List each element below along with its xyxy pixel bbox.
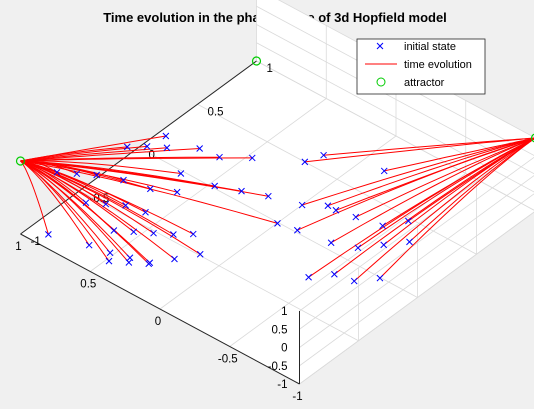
z-tick-label: 1 [281,306,287,318]
initial-state-marker [406,238,413,246]
initial-state-marker [173,188,181,196]
initial-state-marker [143,143,151,150]
initial-state-marker [196,145,204,152]
initial-state-marker [324,202,332,210]
z-tick-label: 0.5 [272,324,288,336]
grid-line [299,156,534,330]
initial-state-marker [45,231,52,238]
initial-state-marker [53,168,61,176]
legend-evolution-label: time evolution [404,59,472,71]
legend-attractor-marker [376,77,386,87]
initial-state-marker [122,202,130,209]
initial-state-marker [330,270,338,278]
z-tick-label: -0.5 [268,361,288,373]
initial-state-marker [327,239,335,247]
initial-state-marker [354,244,362,252]
y-tick-label: 1 [267,63,273,75]
initial-state-marker [301,158,309,166]
initial-state-marker [102,200,110,208]
initial-state-marker [163,144,171,152]
initial-state-marker [380,241,388,249]
initial-state-marker [105,257,113,265]
attractor-marker [251,56,262,66]
legend-initial-marker [376,42,384,50]
initial-state-marker [248,154,256,162]
x-tick-label: 1 [15,241,21,253]
initial-state-marker [85,241,93,249]
initial-state-marker [93,171,101,179]
grid-line [299,175,534,348]
initial-state-marker [120,176,127,184]
legend-attractor-label: attractor [404,77,445,89]
initial-state-marker [82,199,90,207]
initial-state-marker [196,250,204,258]
attractor-marker [530,133,534,143]
initial-state-marker [110,227,118,234]
initial-state-marker [332,206,340,214]
initial-state-marker [320,151,327,159]
attractor-marker [15,156,26,166]
initial-state-marker [170,231,177,238]
initial-state-marker [350,277,358,285]
initial-state-marker [274,220,281,227]
initial-state-marker [106,249,114,257]
initial-state-marker [379,222,386,230]
initial-state-marker [171,255,178,263]
initial-state-marker [73,170,81,178]
initial-state-marker [177,170,185,177]
initial-state-marker [238,187,245,195]
legend-initial-label: initial state [404,41,456,53]
initial-state-marker [264,192,272,200]
x-tick-label: 0 [155,316,161,328]
initial-state-marker [211,182,219,190]
x-tick-label: -1 [292,391,302,403]
x-tick-label: 0.5 [80,279,96,291]
initial-state-marker [123,143,131,151]
grid-lines [20,0,534,385]
attractor-markers [15,56,534,166]
initial-state-marker [352,213,360,221]
initial-state-marker [305,273,312,281]
initial-state-marker [130,228,138,236]
trajectory-line [20,160,201,255]
initial-state-markers [45,132,413,285]
initial-state-marker [298,201,306,209]
initial-state-marker [376,274,384,282]
x-tick-label: -0.5 [218,354,238,366]
initial-state-marker [150,229,157,237]
axis-line [20,233,300,385]
initial-state-marker [405,217,412,225]
initial-state-marker [293,226,301,234]
y-tick-label: -1 [31,236,41,248]
y-tick-label: 0.5 [208,106,224,118]
initial-state-marker [216,153,223,161]
initial-state-marker [125,259,133,266]
initial-state-marker [189,230,197,238]
initial-state-marker [146,185,154,193]
z-tick-label: 0 [281,343,287,355]
y-tick-label: 0 [149,150,155,162]
initial-state-marker [162,132,170,140]
legend[interactable]: initial state time evolution attractor [356,38,486,95]
initial-state-marker [142,208,149,216]
initial-state-marker [145,260,153,268]
grid-line [256,60,534,211]
initial-state-marker [380,167,388,175]
z-tick-label: -1 [277,379,287,391]
